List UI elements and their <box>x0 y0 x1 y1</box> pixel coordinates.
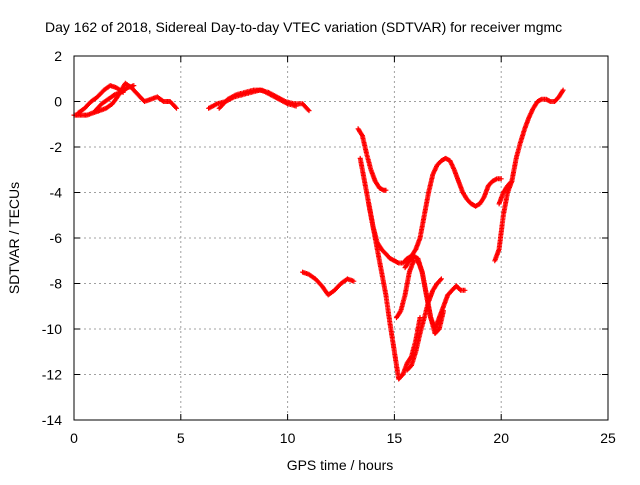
x-tick-label: 5 <box>177 430 185 446</box>
data-segment <box>357 155 504 266</box>
data-segment <box>75 83 126 116</box>
data-point <box>306 108 312 114</box>
data-segment <box>92 83 137 114</box>
chart-title: Day 162 of 2018, Sidereal Day-to-day VTE… <box>45 19 562 35</box>
data-segment <box>216 87 299 111</box>
x-tick-label: 20 <box>493 430 509 446</box>
y-axis-label: SDTVAR / TECUs <box>6 182 22 294</box>
y-tick-label: -12 <box>42 367 62 383</box>
x-tick-label: 10 <box>280 430 296 446</box>
data-point <box>293 103 299 109</box>
x-tick-label: 0 <box>70 430 78 446</box>
data-point <box>383 187 389 193</box>
y-tick-label: 0 <box>54 94 62 110</box>
data-point <box>509 178 515 184</box>
y-tick-label: -14 <box>42 412 62 428</box>
data-point <box>438 277 443 283</box>
y-tick-label: -10 <box>42 321 62 337</box>
x-tick-label: 15 <box>387 430 403 446</box>
data-segment <box>496 178 515 207</box>
data-point <box>417 315 423 321</box>
data-point <box>498 176 504 182</box>
data-point <box>462 287 468 293</box>
data-segment <box>492 87 566 264</box>
data-point <box>131 83 137 89</box>
data-point <box>174 105 179 111</box>
y-tick-label: -4 <box>50 185 63 201</box>
data-segment <box>300 269 357 298</box>
data-segment <box>366 201 423 382</box>
y-tick-label: -8 <box>50 276 63 292</box>
axis-ticks: 0 5 10 15 20 25 -14 -12 -10 -8 -6 -4 -2 0 2 <box>42 48 616 446</box>
data-point <box>508 179 514 185</box>
x-axis-label: GPS time / hours <box>287 457 394 473</box>
data-points <box>71 80 566 382</box>
y-tick-label: -2 <box>50 139 63 155</box>
y-tick-label: -6 <box>50 230 63 246</box>
data-point <box>351 278 357 284</box>
data-point <box>173 104 179 110</box>
data-point <box>438 276 444 282</box>
data-segment <box>404 276 444 373</box>
x-tick-label: 25 <box>600 430 616 446</box>
y-tick-label: 2 <box>54 48 62 64</box>
data-point <box>305 107 311 113</box>
data-point <box>441 308 446 314</box>
data-point <box>560 87 566 93</box>
data-segment <box>355 126 389 193</box>
